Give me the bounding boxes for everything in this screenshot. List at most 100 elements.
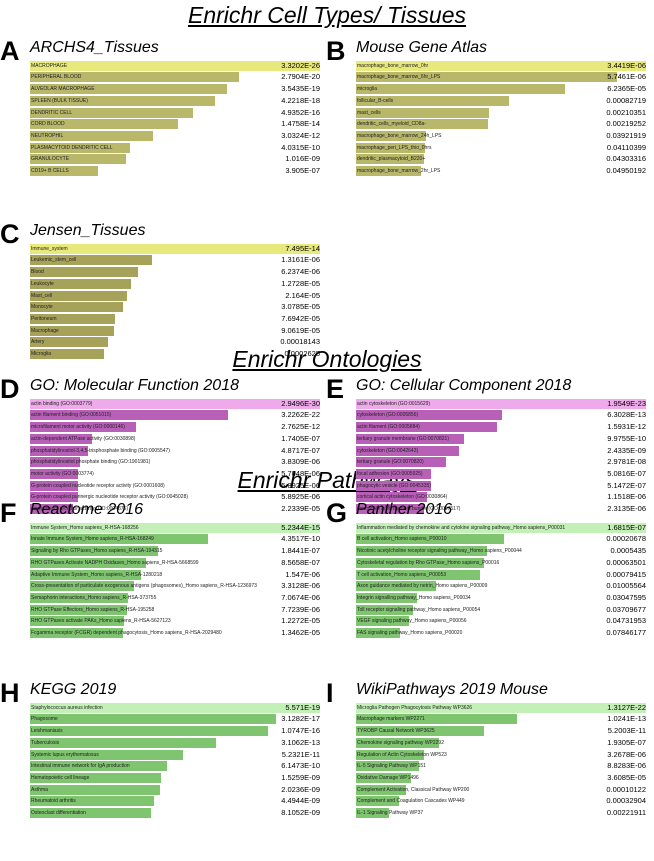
bar <box>30 267 138 278</box>
bar-label: Artery <box>31 339 45 346</box>
bar-label: cortical actin cytoskeleton (GO:0030864) <box>357 494 448 501</box>
bar-row: Osteoclast differentiation 8.1052E-09 <box>30 807 320 819</box>
bar-value: 3.1282E-17 <box>281 714 320 724</box>
bar-list: Inflammation mediated by chemokine and c… <box>356 522 646 639</box>
bar-label: Leishmaniasis <box>31 728 63 735</box>
bar-row: Blood 6.2374E-06 <box>30 266 320 278</box>
bar <box>356 445 460 456</box>
bar-row: cortical actin cytoskeleton (GO:0030864)… <box>356 492 646 504</box>
bar-value: 0.00219252 <box>606 119 646 129</box>
section-title-cell-types: Enrichr Cell Types/ Tissues <box>188 2 466 28</box>
chart-panel-f: F Reactome 2016 Immune System_Homo sapiens… <box>0 498 322 647</box>
bar <box>356 72 617 83</box>
bar-row: Intestinal immune network for IgA produc… <box>30 760 320 772</box>
bar <box>30 422 137 433</box>
bar-value: 7.495E-14 <box>285 243 320 253</box>
bar-value: 0.00221911 <box>606 807 646 817</box>
bar-value: 6.2374E-06 <box>281 267 320 277</box>
bar-row: macrophage_peri_LPS_thio_0hrs 0.04110399 <box>356 142 646 154</box>
bar-row: cytoskeleton (GO:0042643) 2.4335E-09 <box>356 445 646 457</box>
bar-value: 1.2272E-05 <box>281 616 320 626</box>
bar <box>30 95 216 106</box>
bar <box>30 255 152 266</box>
bar-label: Asthma <box>31 786 48 793</box>
bar-value: 0.00079415 <box>606 569 646 579</box>
bar <box>30 165 99 176</box>
bar-label: ALVEOLAR MACROPHAGE <box>31 86 95 93</box>
bar <box>356 119 489 130</box>
bar-row: Inflammation mediated by chemokine and c… <box>356 522 646 534</box>
bar-value: 6.3028E-13 <box>607 410 646 420</box>
bar <box>30 278 132 289</box>
bar-label: Monocyte <box>31 304 53 311</box>
bar-value: 0.07846177 <box>606 627 646 637</box>
bar <box>30 84 227 95</box>
bar-value: 3.0324E-12 <box>281 130 320 140</box>
bar <box>356 165 421 176</box>
bar-label: RHO GTPases activate PAKs_Homo sapiens_R… <box>31 618 171 625</box>
chart-panel-e: E GO: Cellular Component 2018 actin cytosk… <box>326 374 648 523</box>
bar <box>30 761 168 772</box>
bar-row: G-protein coupled nucleotide receptor ac… <box>30 480 320 492</box>
bar <box>30 410 228 421</box>
bar-value: 3.4419E-06 <box>607 60 646 70</box>
chart-title: Jensen_Tissues <box>30 222 146 239</box>
bar-row: PLASMACYTOID DENDRITIC CELL 4.0315E-10 <box>30 142 320 154</box>
bar-row: macrophage_bone_marrow_2hr_LPS 0.04950192 <box>356 165 646 177</box>
bar-row: mast_cells 0.00210351 <box>356 107 646 119</box>
bar-label: B cell activation_Homo sapiens_P00010 <box>357 536 447 543</box>
bar <box>30 154 126 165</box>
bar <box>356 737 440 748</box>
bar-list: Immune System_Homo sapiens_R-HSA-168256 5… <box>30 522 320 639</box>
bar-label: Macrophage markers WP2271 <box>357 716 425 723</box>
bar-value: 0.00063501 <box>606 557 646 567</box>
bar <box>30 398 320 409</box>
bar-row: Immune_system 7.495E-14 <box>30 243 320 255</box>
bar <box>356 627 401 638</box>
bar-value: 2.0236E-09 <box>281 784 320 794</box>
bar-label: Cytoskeletal regulation by Rho GTPase_Ho… <box>357 559 500 566</box>
bar-row: actin-dependent ATPase activity (GO:0030… <box>30 433 320 445</box>
bar-row: Macrophage markers WP2271 1.0241E-13 <box>356 714 646 726</box>
bar-label: Inflammation mediated by chemokine and c… <box>357 524 566 531</box>
bar-row: IL-1 Signaling Pathway WP37 0.00221911 <box>356 807 646 819</box>
bar-value: 0.03709677 <box>606 604 646 614</box>
bar-value: 0.04731953 <box>606 616 646 626</box>
bar-value: 9.0619E-05 <box>281 325 320 335</box>
bar-row: Complement Activation, Classical Pathway… <box>356 784 646 796</box>
bar-row: complement receptor activity (GO:0004875… <box>30 503 320 515</box>
bar-label: tertiary granule membrane (GO:0070821) <box>357 435 449 442</box>
bar <box>30 130 153 141</box>
bar-label: MACROPHAGE <box>31 62 68 69</box>
bar-row: Leishmaniasis 1.0747E-16 <box>30 725 320 737</box>
bar <box>356 569 481 580</box>
bar <box>356 522 646 533</box>
bar-label: FAS signaling pathway_Homo sapiens_P0002… <box>357 629 463 636</box>
bar-value: 0.00210351 <box>606 107 646 117</box>
bar-label: Osteoclast differentiation <box>31 809 86 816</box>
bar-value: 4.9352E-16 <box>281 107 320 117</box>
bar-label: motor activity (GO:0003774) <box>31 470 94 477</box>
bar-label: Toll receptor signaling pathway_Homo sap… <box>357 606 481 613</box>
bar <box>30 468 79 479</box>
bar <box>30 337 108 348</box>
bar-label: Signaling by Rho GTPases_Homo sapiens_R-… <box>31 548 163 555</box>
bar-label: cytoskeleton (GO:0042643) <box>357 447 419 454</box>
bar-value: 1.016E-09 <box>285 154 320 164</box>
bar-label: macrophage_bone_marrow_24h_LPS <box>357 132 442 139</box>
bar-row: GRANULOCYTE 1.016E-09 <box>30 154 320 166</box>
bar-list: Microglia Pathogen Phagocytosis Pathway … <box>356 702 646 819</box>
chart-panel-b: B Mouse Gene Atlas macrophage_bone_marrow_… <box>326 36 648 185</box>
bar-value: 2.164E-05 <box>285 290 320 300</box>
chart-panel-c: C Jensen_Tissues Immune_system 7.495E-14 Leu… <box>0 219 322 368</box>
bar-row: G-protein coupled purinergic nucleotide … <box>30 492 320 504</box>
bar <box>30 737 217 748</box>
bar <box>356 433 464 444</box>
bar <box>356 468 432 479</box>
bar-value: 3.6085E-05 <box>607 772 646 782</box>
bar <box>356 534 504 545</box>
bar-value: 3.0785E-05 <box>281 302 320 312</box>
bar-label: mast_cells <box>357 109 381 116</box>
bar-row: DENDRITIC CELL 4.9352E-16 <box>30 107 320 119</box>
bar-label: Adaptive Immune System_Homo sapiens_R-HS… <box>31 571 163 578</box>
